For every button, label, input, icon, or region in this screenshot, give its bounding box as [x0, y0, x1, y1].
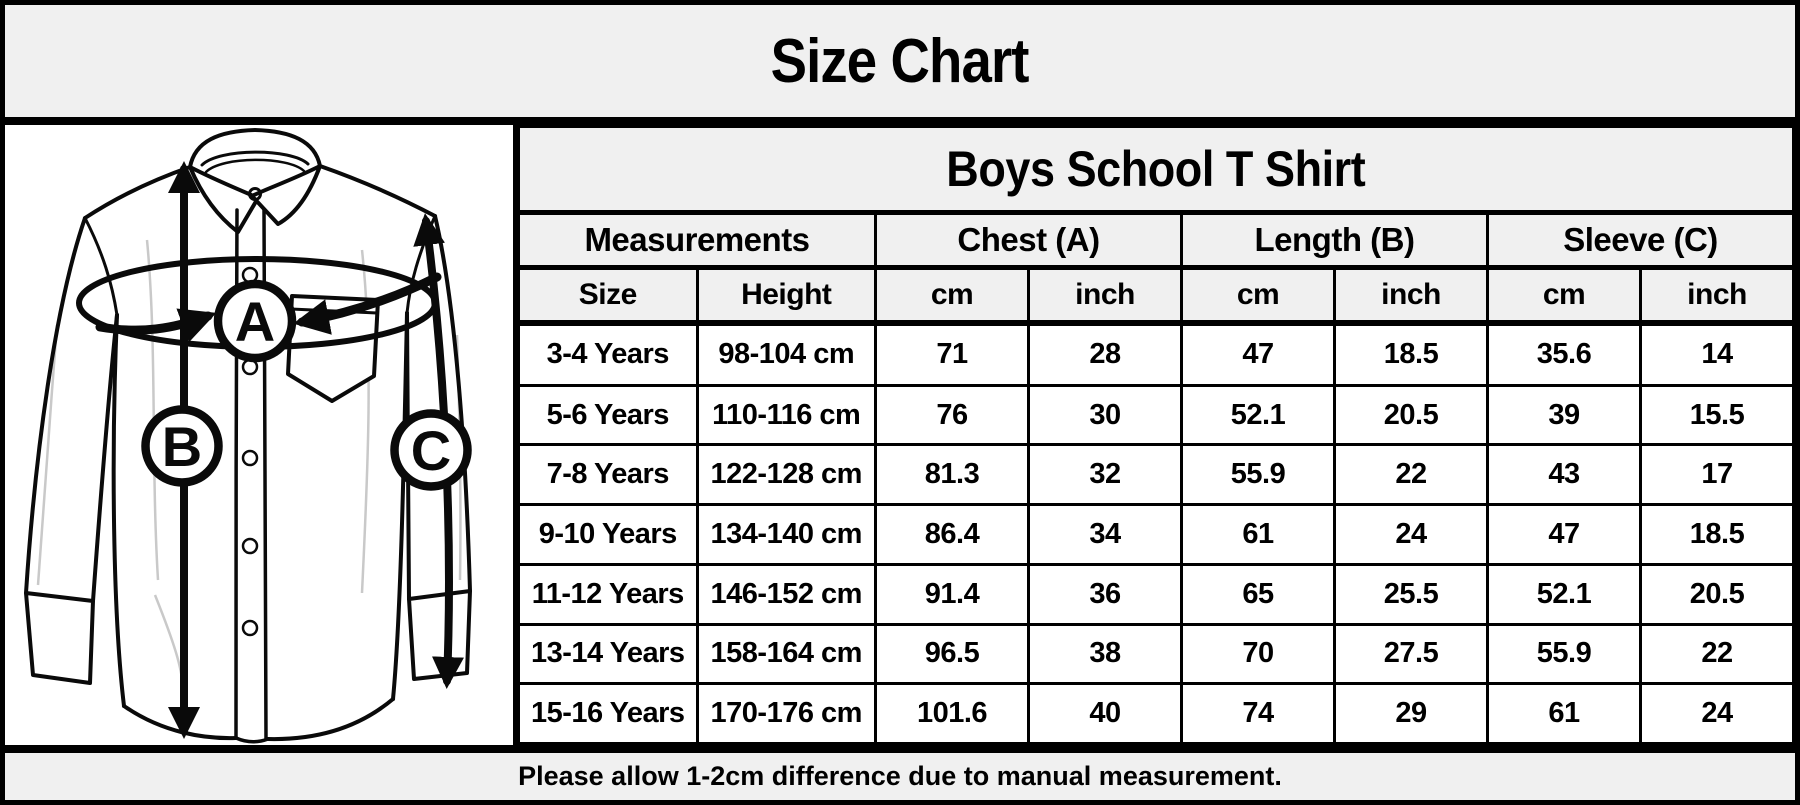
cell-chest-cm: 81.3: [874, 443, 1030, 507]
cell-length-inch: 29: [1333, 682, 1489, 745]
table-row: 5-6 Years 110-116 cm 76 30 52.1 20.5 39 …: [517, 383, 1795, 447]
label-b-circle: [141, 405, 223, 487]
cell-sleeve-cm: 47: [1486, 503, 1642, 566]
cell-size: 9-10 Years: [517, 503, 699, 566]
footer-band: Please allow 1-2cm difference due to man…: [5, 753, 1795, 800]
cell-sleeve-inch: 22: [1639, 622, 1795, 686]
page-title: Size Chart: [770, 26, 1030, 96]
col-header-sleeve-inch: inch: [1639, 266, 1795, 326]
shirt-measurement-diagram-icon: A B C: [24, 128, 472, 744]
cell-sleeve-inch: 20.5: [1639, 562, 1795, 626]
cell-length-cm: 55.9: [1180, 443, 1336, 507]
cell-length-inch: 25.5: [1333, 562, 1489, 626]
table-row: 11-12 Years 146-152 cm 91.4 36 65 25.5 5…: [517, 562, 1795, 626]
table-row: 7-8 Years 122-128 cm 81.3 32 55.9 22 43 …: [517, 443, 1795, 507]
cell-length-inch: 24: [1333, 503, 1489, 566]
col-header-height: Height: [695, 266, 877, 326]
cell-length-inch: 22: [1333, 443, 1489, 507]
content-area: A B C Boys School T Shirt: [5, 125, 1795, 745]
cell-size: 3-4 Years: [517, 321, 699, 387]
table-title-row: Boys School T Shirt: [517, 125, 1795, 215]
size-table-wrap: Boys School T Shirt Measurements Chest (…: [517, 125, 1795, 745]
table-title: Boys School T Shirt: [517, 125, 1795, 215]
cell-chest-inch: 32: [1027, 443, 1183, 507]
size-table: Boys School T Shirt Measurements Chest (…: [517, 125, 1795, 745]
cell-height: 134-140 cm: [695, 503, 877, 566]
cell-chest-inch: 28: [1027, 321, 1183, 387]
label-c: C: [411, 419, 451, 482]
cell-size: 13-14 Years: [517, 622, 699, 686]
cell-chest-inch: 34: [1027, 503, 1183, 566]
table-row: 9-10 Years 134-140 cm 86.4 34 61 24 47 1…: [517, 503, 1795, 566]
cell-chest-inch: 38: [1027, 622, 1183, 686]
cell-length-cm: 74: [1180, 682, 1336, 745]
col-header-size: Size: [517, 266, 699, 326]
cell-height: 122-128 cm: [695, 443, 877, 507]
cell-height: 146-152 cm: [695, 562, 877, 626]
label-a-circle: [213, 279, 297, 363]
cell-size: 15-16 Years: [517, 682, 699, 745]
cell-height: 98-104 cm: [695, 321, 877, 387]
group-header-length: Length (B): [1180, 211, 1489, 270]
col-header-sleeve-cm: cm: [1486, 266, 1642, 326]
title-band: Size Chart: [5, 5, 1795, 117]
group-header-measurements: Measurements: [517, 211, 877, 270]
cell-chest-cm: 71: [874, 321, 1030, 387]
table-row: 15-16 Years 170-176 cm 101.6 40 74 29 61…: [517, 682, 1795, 745]
cell-sleeve-inch: 15.5: [1639, 383, 1795, 447]
cell-chest-cm: 76: [874, 383, 1030, 447]
col-header-length-cm: cm: [1180, 266, 1336, 326]
cell-length-inch: 18.5: [1333, 321, 1489, 387]
cell-size: 7-8 Years: [517, 443, 699, 507]
cell-size: 11-12 Years: [517, 562, 699, 626]
cell-height: 170-176 cm: [695, 682, 877, 745]
cell-length-cm: 70: [1180, 622, 1336, 686]
cell-size: 5-6 Years: [517, 383, 699, 447]
group-header-row: Measurements Chest (A) Length (B) Sleeve…: [517, 211, 1795, 270]
cell-sleeve-cm: 55.9: [1486, 622, 1642, 686]
cell-length-cm: 61: [1180, 503, 1336, 566]
measurement-labels: A B C: [141, 279, 472, 491]
cell-sleeve-inch: 24: [1639, 682, 1795, 745]
col-header-length-inch: inch: [1333, 266, 1489, 326]
cell-length-cm: 65: [1180, 562, 1336, 626]
cell-sleeve-cm: 39: [1486, 383, 1642, 447]
shirt-diagram-panel: A B C: [5, 125, 517, 745]
cell-length-inch: 27.5: [1333, 622, 1489, 686]
table-row: 13-14 Years 158-164 cm 96.5 38 70 27.5 5…: [517, 622, 1795, 686]
cell-chest-inch: 36: [1027, 562, 1183, 626]
col-header-chest-cm: cm: [874, 266, 1030, 326]
col-header-chest-inch: inch: [1027, 266, 1183, 326]
cell-chest-inch: 40: [1027, 682, 1183, 745]
cell-height: 158-164 cm: [695, 622, 877, 686]
cell-sleeve-inch: 17: [1639, 443, 1795, 507]
sub-header-row: Size Height cm inch cm inch cm inch: [517, 266, 1795, 326]
cell-sleeve-inch: 18.5: [1639, 503, 1795, 566]
cell-chest-inch: 30: [1027, 383, 1183, 447]
cell-chest-cm: 101.6: [874, 682, 1030, 745]
cell-sleeve-cm: 35.6: [1486, 321, 1642, 387]
label-a: A: [235, 290, 275, 353]
cell-sleeve-cm: 52.1: [1486, 562, 1642, 626]
cell-chest-cm: 96.5: [874, 622, 1030, 686]
cell-chest-cm: 86.4: [874, 503, 1030, 566]
cell-sleeve-cm: 43: [1486, 443, 1642, 507]
cell-length-cm: 47: [1180, 321, 1336, 387]
label-c-circle: [390, 409, 472, 491]
cell-sleeve-cm: 61: [1486, 682, 1642, 745]
cell-height: 110-116 cm: [695, 383, 877, 447]
cell-chest-cm: 91.4: [874, 562, 1030, 626]
label-b: B: [162, 415, 202, 478]
cell-length-inch: 20.5: [1333, 383, 1489, 447]
cell-sleeve-inch: 14: [1639, 321, 1795, 387]
measurement-note: Please allow 1-2cm difference due to man…: [518, 761, 1282, 791]
group-header-chest: Chest (A): [874, 211, 1183, 270]
cell-length-cm: 52.1: [1180, 383, 1336, 447]
group-header-sleeve: Sleeve (C): [1486, 211, 1795, 270]
table-row: 3-4 Years 98-104 cm 71 28 47 18.5 35.6 1…: [517, 321, 1795, 387]
